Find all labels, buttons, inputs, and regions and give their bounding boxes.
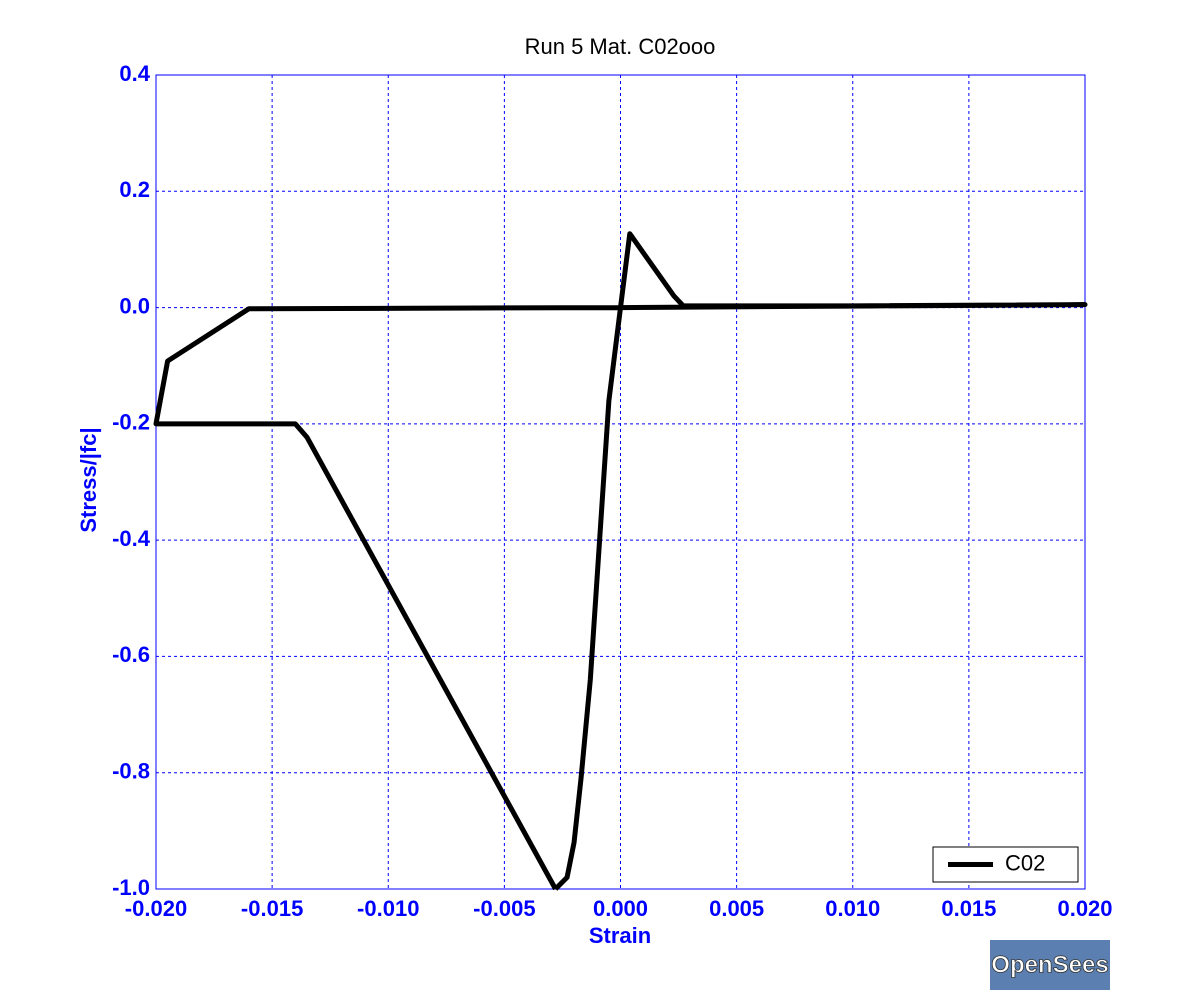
logo-text: OpenSees <box>991 951 1108 978</box>
y-axis-label: Stress/|fc| <box>76 427 101 532</box>
x-tick-label: 0.005 <box>709 896 764 921</box>
x-tick-label: -0.015 <box>241 896 303 921</box>
y-tick-label: 0.4 <box>119 61 150 86</box>
logo: OpenSees <box>990 940 1110 990</box>
chart-title: Run 5 Mat. C02ooo <box>525 34 716 59</box>
x-tick-label: -0.005 <box>473 896 535 921</box>
y-tick-label: -0.6 <box>112 642 150 667</box>
x-tick-label: 0.015 <box>941 896 996 921</box>
y-tick-label: -1.0 <box>112 875 150 900</box>
x-tick-label: 0.000 <box>593 896 648 921</box>
y-tick-label: 0.2 <box>119 177 150 202</box>
legend: C02 <box>932 846 1079 883</box>
y-tick-label: -0.2 <box>112 410 150 435</box>
data-line <box>153 231 1088 891</box>
x-tick-label: 0.020 <box>1057 896 1112 921</box>
logo-box <box>990 940 1110 990</box>
y-tick-label: 0.0 <box>119 293 150 318</box>
plot-frame <box>155 74 1086 890</box>
x-axis-label: Strain <box>589 923 651 948</box>
x-tick-label: -0.010 <box>357 896 419 921</box>
x-tick-label: 0.010 <box>825 896 880 921</box>
legend-label: C02 <box>1005 850 1045 875</box>
y-tick-label: -0.4 <box>112 526 151 551</box>
x-tick-label: -0.020 <box>125 896 187 921</box>
y-tick-label: -0.8 <box>112 759 150 784</box>
